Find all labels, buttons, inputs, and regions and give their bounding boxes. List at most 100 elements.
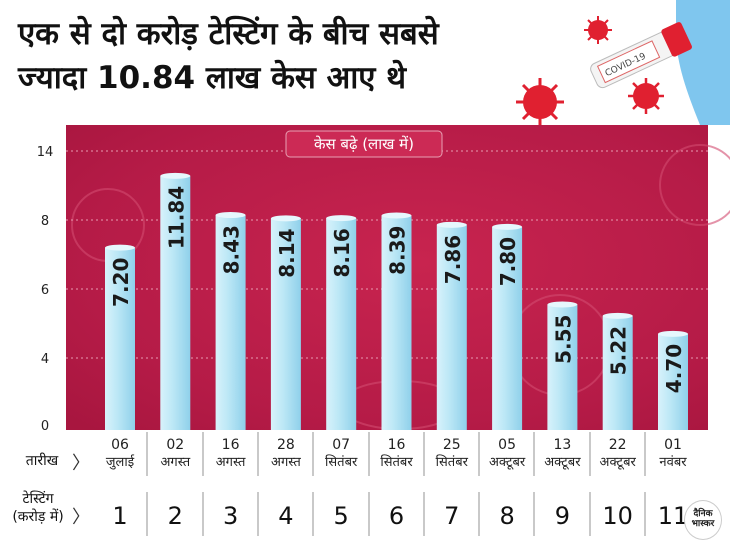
bar-value-label: 5.55 — [551, 315, 575, 364]
bar — [658, 333, 688, 430]
date-month: अगस्त — [271, 455, 301, 470]
chart-headline: एक से दो करोड़ टेस्टिंग के बीच सबसे ज्या… — [18, 12, 508, 100]
bar-cap — [326, 215, 357, 222]
date-row-label: तारीख — [25, 453, 59, 469]
testing-row-chevron: 〉 — [72, 507, 90, 528]
bar-value-label: 7.20 — [109, 258, 133, 307]
date-day: 01 — [664, 437, 682, 453]
testing-value: 2 — [167, 502, 183, 530]
bar-value-label: 5.22 — [607, 326, 631, 375]
column-separator — [588, 492, 591, 536]
logo-line-1: दैनिक — [693, 509, 713, 519]
bar-cap — [602, 312, 633, 319]
date-cell: 22 अक्टूबर — [592, 436, 644, 472]
column-separator — [533, 432, 536, 476]
column-separator — [312, 432, 315, 476]
date-month: सितंबर — [380, 455, 413, 470]
date-cell: 01 नवंबर — [647, 436, 699, 472]
bar-value-label: 7.86 — [441, 235, 465, 284]
bar-cap — [436, 221, 467, 228]
date-cell: 06 जुलाई — [94, 436, 146, 472]
testing-value: 7 — [444, 502, 460, 530]
date-cell: 02 अगस्त — [149, 436, 201, 472]
bar-value-label: 8.39 — [386, 226, 410, 275]
column-separator — [256, 432, 259, 476]
testing-value: 8 — [499, 502, 515, 530]
column-separator — [367, 432, 370, 476]
bar — [270, 218, 301, 430]
date-day: 13 — [553, 437, 572, 453]
testing-value: 9 — [554, 502, 571, 530]
date-day: 07 — [332, 437, 351, 453]
date-day: 16 — [221, 437, 240, 453]
column-separator — [367, 492, 370, 536]
y-tick-label: 6 — [41, 283, 49, 298]
bar-cap — [658, 330, 688, 337]
date-cell: 13 अक्टूबर — [536, 436, 588, 472]
bar — [381, 215, 412, 430]
column-separator — [201, 432, 204, 476]
column-separator — [146, 492, 149, 536]
bar-cap — [381, 212, 412, 219]
y-tick-label: 8 — [41, 214, 49, 229]
bar-value-label: 8.43 — [220, 225, 244, 274]
bar-cap — [160, 172, 191, 179]
date-month: नवंबर — [659, 455, 687, 470]
column-separator — [588, 432, 591, 476]
date-day: 28 — [276, 437, 295, 453]
bar — [436, 224, 467, 430]
chart-title: केस बढ़े (लाख में) — [314, 135, 414, 153]
bar-cap — [215, 212, 246, 219]
date-month: अगस्त — [160, 455, 191, 470]
bar — [326, 218, 357, 430]
column-separator — [422, 492, 425, 536]
testing-value: 3 — [222, 502, 239, 530]
date-month: सितंबर — [325, 455, 358, 470]
y-tick-label: 14 — [37, 145, 54, 160]
bar-cap — [270, 215, 301, 222]
headline-line-1: एक से दो करोड़ टेस्टिंग के बीच सबसे — [18, 16, 439, 52]
date-cell: 16 अगस्त — [205, 436, 257, 472]
bar-value-label: 7.80 — [496, 237, 520, 286]
bar-cap — [492, 223, 523, 230]
column-separator — [312, 492, 315, 536]
date-cell: 07 सितंबर — [315, 436, 367, 472]
testing-label-main: टेस्टिंग — [22, 491, 54, 507]
testing-value: 4 — [278, 502, 294, 530]
bar-cap — [547, 301, 578, 308]
date-day: 05 — [498, 437, 516, 453]
dainik-bhaskar-logo: दैनिक भास्कर — [684, 500, 722, 540]
testing-value: 5 — [333, 502, 349, 530]
date-month: अक्टूबर — [599, 455, 636, 470]
date-month: सितंबर — [435, 455, 468, 470]
testing-row-label: टेस्टिंग (करोड़ में) — [2, 490, 74, 526]
chart-title-pill: केस बढ़े (लाख में) — [285, 130, 443, 158]
column-separator — [644, 492, 646, 536]
column-separator — [201, 492, 204, 536]
bar-value-label: 4.70 — [662, 344, 686, 393]
bar-value-label: 8.14 — [275, 228, 299, 277]
testing-value: 6 — [388, 502, 405, 530]
column-separator — [422, 432, 425, 476]
date-month: अगस्त — [215, 455, 246, 470]
testing-value: 11 — [657, 502, 689, 530]
date-month: अक्टूबर — [488, 455, 526, 470]
date-month: जुलाई — [105, 455, 135, 470]
date-day: 16 — [387, 437, 406, 453]
date-day: 02 — [166, 437, 185, 453]
bar — [215, 215, 246, 430]
bar-value-label: 8.16 — [330, 228, 354, 277]
bar-value-label: 11.84 — [164, 186, 188, 249]
column-separator — [533, 492, 536, 536]
glove-icon — [676, 0, 730, 125]
column-separator — [146, 432, 149, 476]
bar — [160, 175, 191, 430]
column-separator — [478, 492, 481, 536]
virus-icon — [628, 78, 664, 114]
table-section: तारीख 〉 टेस्टिंग (करोड़ में) 〉 06 जुलाई 1 0… — [0, 430, 730, 548]
bar — [547, 304, 578, 430]
date-month: अक्टूबर — [544, 455, 581, 470]
headline-line-2: ज्यादा 10.84 लाख केस आए थे — [18, 60, 407, 96]
covid-decoration: COVID-19 — [516, 0, 730, 125]
date-day: 25 — [442, 437, 461, 453]
